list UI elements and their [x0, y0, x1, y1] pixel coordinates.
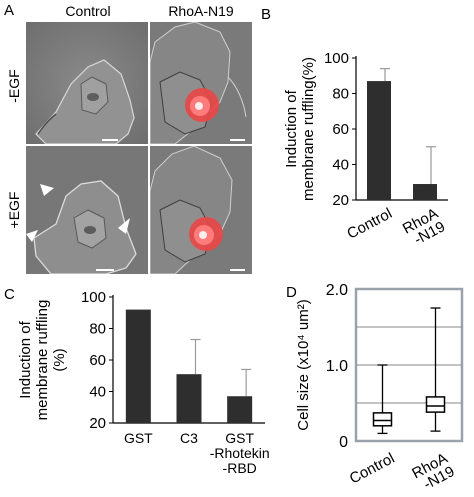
row-title-plus-egf: +EGF	[6, 191, 22, 229]
micrograph-rhoa-n19-plus-egf	[150, 146, 252, 274]
chart-d-category-label: RhoA-N19	[409, 450, 457, 496]
chart-b-bar	[413, 184, 437, 200]
chart-b-category-label: Control	[344, 205, 395, 243]
micrograph-control-minus-egf-image	[26, 22, 148, 144]
micrograph-rhoa-n19-minus-egf	[150, 22, 252, 144]
chart-b-category-label: RhoA-N19	[400, 205, 448, 251]
arrowhead-ruffle-1	[40, 184, 54, 196]
chart-d-box	[425, 396, 446, 413]
panel-label-b: B	[261, 6, 272, 23]
chart-c-bar	[176, 374, 202, 423]
chart-b-bar	[367, 81, 391, 200]
micrograph-control-plus-egf	[26, 146, 148, 274]
chart-b-y-tick-label: 20	[332, 192, 349, 209]
chart-d-y-tick-label: 2.0	[326, 282, 348, 299]
chart-b-y-axis-label: Induction ofmembrane ruffling(%)	[283, 57, 317, 201]
chart-c-y-axis-label: Induction ofmembrane ruffling(%)	[17, 300, 68, 421]
micrograph-control-minus-egf	[26, 22, 148, 144]
chart-c-category-label: GST	[124, 430, 153, 446]
chart-b-y-tick-label: 100	[324, 50, 349, 67]
chart-c-bar	[227, 396, 253, 423]
chart-b-y-tick-label: 40	[332, 157, 349, 174]
chart-d-y-tick-label: 0	[339, 434, 348, 451]
micrograph-control-plus-egf-image	[26, 146, 148, 274]
chart-c-y-tick-label: 40	[89, 384, 106, 401]
micrograph-rhoa-n19-minus-egf-image	[150, 22, 252, 144]
chart-c-y-tick-label: 100	[81, 289, 106, 306]
chart-b-y-tick-label: 80	[332, 86, 349, 103]
chart-d-box	[372, 412, 393, 427]
panel-label-c: C	[4, 286, 15, 303]
arrowhead-ruffle-2	[118, 218, 130, 234]
chart-b-y-tick-label: 60	[332, 121, 349, 138]
chart-c-category-label: GST -Rhotekin -RBD	[210, 430, 270, 476]
chart-d-y-tick-label: 1.0	[326, 358, 348, 375]
column-title-control: Control	[65, 3, 111, 19]
chart-b-membrane-ruffling: 20 40 60 80 100 Induction ofmembrane ruffling…	[283, 50, 448, 251]
column-title-rhoa-n19: RhoA-N19	[168, 3, 234, 19]
chart-d-category-label: Control	[347, 450, 398, 488]
panel-label-a: A	[4, 2, 15, 19]
arrowhead-ruffle-3	[26, 230, 38, 242]
chart-c-bar	[125, 309, 151, 423]
chart-c-membrane-ruffling: 20 40 60 80 100 Induction ofmembrane ruffling…	[17, 289, 270, 476]
chart-d-cell-size: 0 1.0 2.0 Cell size (x10⁴ um²) Control RhoA-N…	[295, 282, 464, 496]
chart-c-y-tick-label: 20	[89, 415, 106, 432]
micrograph-rhoa-n19-plus-egf-image	[150, 146, 252, 274]
chart-c-y-tick-label: 60	[89, 352, 106, 369]
chart-c-y-tick-label: 80	[89, 321, 106, 338]
chart-c-category-label: C3	[180, 430, 198, 446]
row-title-minus-egf: -EGF	[6, 69, 22, 103]
chart-d-y-axis-label: Cell size (x10⁴ um²)	[295, 299, 312, 430]
panel-label-d: D	[286, 284, 297, 301]
